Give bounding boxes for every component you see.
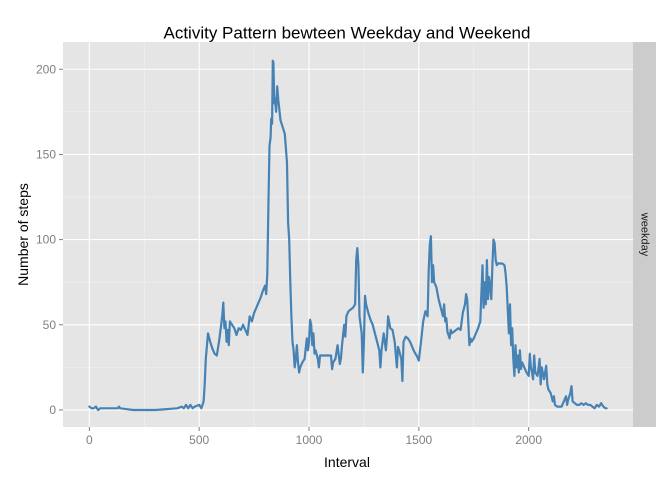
chart-title: Activity Pattern bewteen Weekday and Wee… (164, 24, 531, 43)
axis-ticks: 0 500 1000 1500 2000 0 50 100 150 200 (36, 62, 542, 447)
x-tick-label: 500 (189, 433, 209, 447)
x-tick-label: 1000 (296, 433, 323, 447)
y-tick-label: 150 (36, 147, 56, 161)
y-tick-label: 50 (43, 318, 57, 332)
x-tick-label: 2000 (515, 433, 542, 447)
y-tick-label: 0 (49, 403, 56, 417)
y-tick-label: 100 (36, 233, 56, 247)
plot-panel (63, 42, 633, 427)
x-tick-label: 0 (86, 433, 93, 447)
x-tick-label: 1500 (405, 433, 432, 447)
y-axis-label: Number of steps (15, 183, 31, 286)
facet-strip (633, 42, 656, 427)
minor-gridlines (63, 42, 633, 427)
facet-strip-label: weekday (639, 212, 651, 257)
x-axis-label: Interval (324, 454, 370, 470)
major-gridlines (63, 42, 633, 427)
y-tick-label: 200 (36, 62, 56, 76)
series-line (88, 59, 608, 412)
